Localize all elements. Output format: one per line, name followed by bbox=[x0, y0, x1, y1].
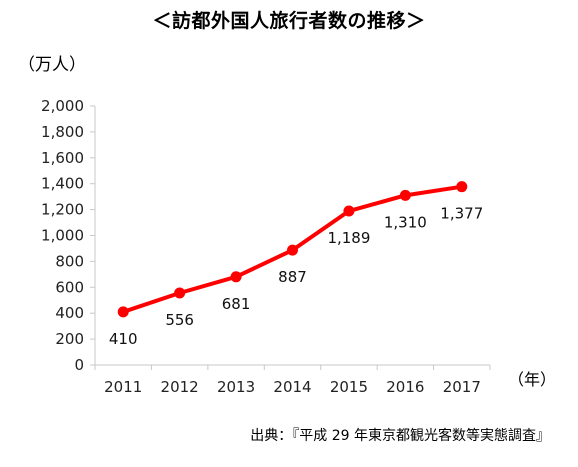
chart-title: ＜訪都外国人旅行者数の推移＞ bbox=[152, 10, 426, 32]
data-label: 681 bbox=[222, 295, 251, 313]
y-tick-label: 1,000 bbox=[41, 227, 84, 245]
data-point bbox=[456, 181, 468, 193]
y-tick-label: 0 bbox=[74, 356, 84, 374]
source-note: 出典：『平成 29 年東京都観光客数等実態調査』 bbox=[250, 428, 550, 444]
data-point bbox=[399, 189, 411, 201]
data-point bbox=[230, 271, 242, 283]
data-point bbox=[287, 244, 298, 256]
y-tick-label: 200 bbox=[55, 330, 84, 348]
data-label: 1,377 bbox=[440, 205, 483, 223]
x-tick-label: 2016 bbox=[386, 378, 424, 396]
y-tick-label: 800 bbox=[55, 252, 84, 270]
data-label: 556 bbox=[165, 311, 194, 329]
x-tick-label: 2012 bbox=[161, 378, 199, 396]
data-point bbox=[343, 205, 355, 217]
data-point bbox=[117, 306, 129, 318]
y-tick-label: 600 bbox=[55, 278, 84, 296]
x-axis-unit: （年） bbox=[508, 370, 557, 389]
x-tick-label: 2014 bbox=[273, 378, 311, 396]
data-label: 410 bbox=[109, 330, 138, 348]
y-axis-unit: （万人） bbox=[18, 55, 86, 75]
x-tick-label: 2015 bbox=[330, 378, 368, 396]
data-label: 887 bbox=[278, 268, 307, 286]
y-tick-label: 400 bbox=[55, 304, 84, 322]
y-tick-label: 1,600 bbox=[41, 149, 84, 167]
data-label: 1,189 bbox=[327, 229, 370, 247]
x-tick-label: 2011 bbox=[104, 378, 142, 396]
x-tick-label: 2017 bbox=[443, 378, 481, 396]
y-tick-label: 1,400 bbox=[41, 175, 84, 193]
y-tick-label: 2,000 bbox=[41, 97, 84, 115]
x-tick-label: 2013 bbox=[217, 378, 255, 396]
y-tick-label: 1,200 bbox=[41, 201, 84, 219]
data-point bbox=[174, 287, 186, 299]
y-tick-label: 1,800 bbox=[41, 123, 84, 141]
data-label: 1,310 bbox=[384, 213, 427, 231]
